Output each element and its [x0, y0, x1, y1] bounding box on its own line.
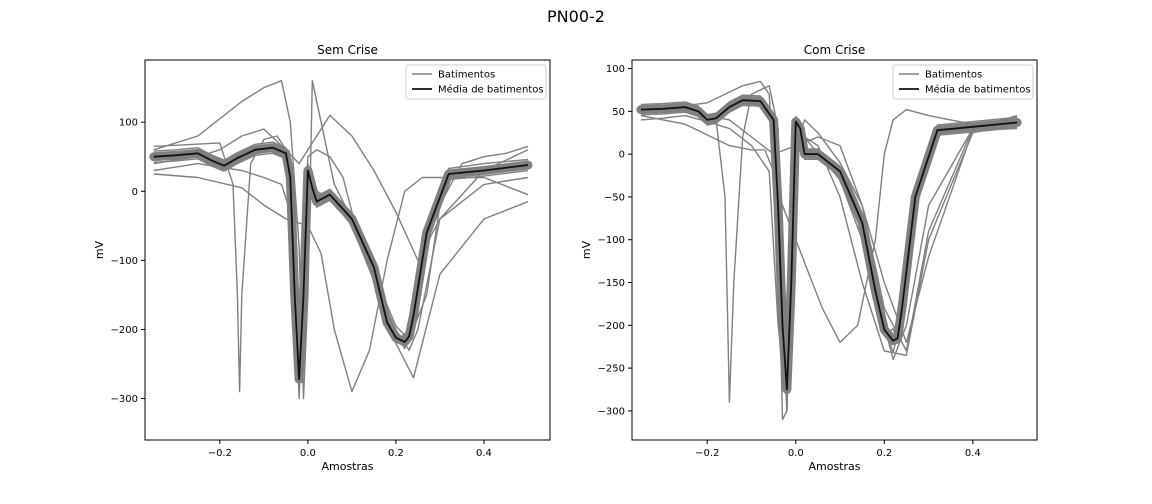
y-tick-label: 0: [619, 150, 625, 161]
y-tick-label: −300: [598, 406, 625, 417]
plot-area: [636, 80, 1022, 421]
y-tick-label: 0: [132, 187, 138, 198]
legend-entry: Batimentos: [438, 70, 495, 81]
beat-line-6: [640, 108, 1018, 344]
y-tick-label: −200: [111, 325, 138, 336]
x-tick-label: 0.2: [876, 448, 892, 459]
y-tick-label: 100: [606, 64, 625, 75]
axes-frame: [631, 59, 1038, 441]
beat-line-5: [153, 145, 529, 341]
legend: Batimentos Média de batimentos: [405, 64, 547, 100]
panel-2: −0.2 0.0 0.2 0.4 100 50 0 −50 −100 −150 −200 −250 −3…: [580, 43, 1038, 473]
beat-line-7: [153, 114, 529, 262]
legend-entry: Média de batimentos: [438, 84, 544, 96]
beat-line-3: [640, 85, 1018, 412]
mean-line: [153, 146, 529, 381]
legend-box: [405, 64, 547, 100]
mean-line: [640, 99, 1018, 391]
beat-line-2: [640, 104, 1018, 369]
y-tick-label: −100: [598, 235, 625, 246]
y-tick-label: −300: [111, 394, 138, 405]
beats-band: [636, 95, 1022, 394]
beat-line-7: [640, 106, 1018, 352]
beat-line-1: [640, 94, 1018, 412]
legend: Batimentos Média de batimentos: [892, 64, 1034, 100]
beats-band: [149, 143, 533, 384]
legend-box: [892, 64, 1034, 100]
y-tick-label: 100: [119, 118, 138, 129]
x-tick-label: 0.2: [388, 448, 404, 459]
y-tick-label: −250: [598, 364, 625, 375]
x-tick-label: 0.4: [476, 448, 492, 459]
panel-title: Sem Crise: [317, 43, 378, 57]
y-tick-label: −150: [598, 278, 625, 289]
y-axis-label: mV: [580, 240, 593, 259]
axes-frame: [144, 59, 551, 441]
beat-line-2: [153, 152, 529, 365]
y-tick-label: −100: [111, 256, 138, 267]
x-tick-label: −0.2: [208, 448, 232, 459]
y-axis-label: mV: [93, 240, 106, 259]
y-tick-label: −50: [604, 192, 625, 203]
x-tick-label: 0.0: [788, 448, 804, 459]
panel-1: −0.2 0.0 0.2 0.4 100 0 −100 −200 −300 Sem Crise Am…: [93, 43, 551, 473]
plot-area: [149, 80, 533, 400]
legend-entry: Média de batimentos: [925, 84, 1031, 96]
y-tick-label: 50: [612, 107, 625, 118]
legend-entry: Batimentos: [925, 70, 982, 81]
x-axis-label: Amostras: [321, 460, 373, 473]
beat-line-3: [153, 135, 529, 393]
beat-line-4: [153, 80, 529, 400]
figure-suptitle: PN00-2: [547, 7, 605, 26]
y-tick-label: −200: [598, 321, 625, 332]
panel-title: Com Crise: [804, 43, 866, 57]
x-tick-label: 0.4: [965, 448, 981, 459]
x-tick-label: −0.2: [695, 448, 719, 459]
x-tick-label: 0.0: [300, 448, 316, 459]
x-axis-label: Amostras: [808, 460, 860, 473]
